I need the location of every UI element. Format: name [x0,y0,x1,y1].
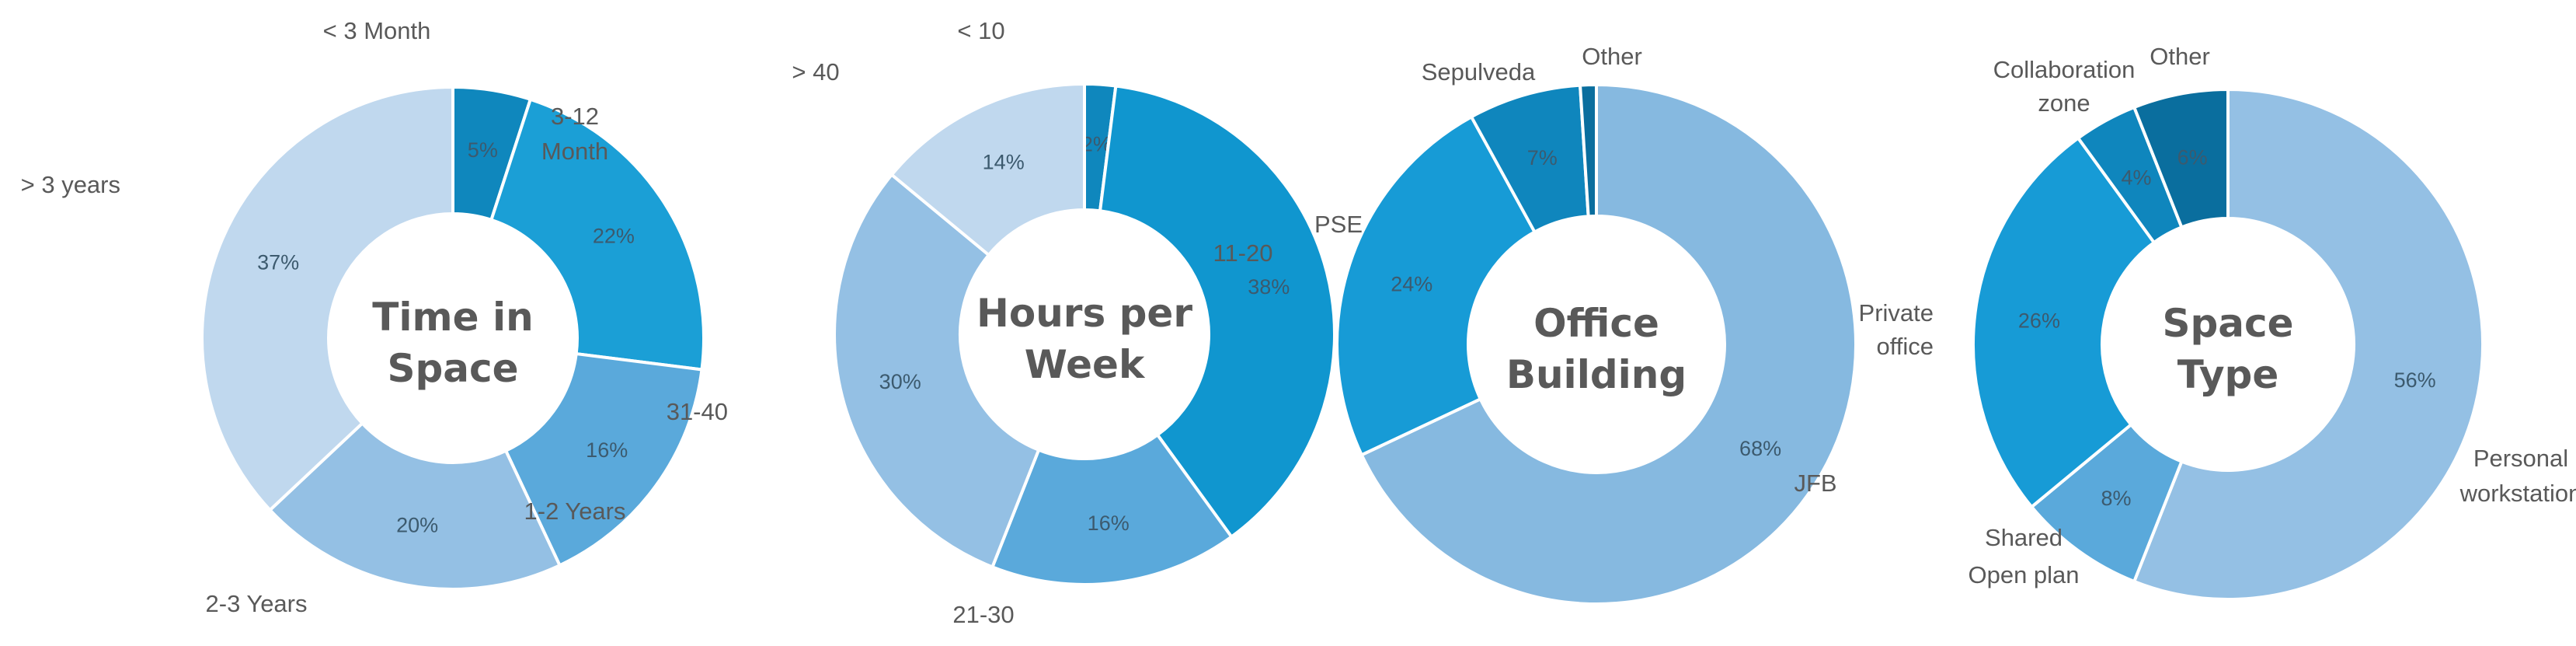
data-label-3-12-month: 22% [593,225,635,248]
center-title: Hours per [976,291,1192,336]
category-label-10: < 10 [957,17,1004,44]
data-label-2-3-years: 20% [396,514,438,537]
slice-11-20 [1098,84,1336,539]
data-label-collaboration-zone: 4% [2121,166,2151,189]
category-label-private-office: Private [1859,299,1934,326]
slice-3-years [200,85,454,512]
data-label-other: 6% [2177,145,2208,169]
category-label-40: > 40 [792,58,839,86]
category-label-collaboration-zone: Collaboration [1993,56,2136,83]
category-label-jfb: JFB [1794,470,1836,497]
center-title: Week [1025,342,1146,387]
slice-private-office [1972,135,2157,509]
category-label-3-month: < 3 Month [323,17,431,44]
data-label-jfb: 68% [1739,437,1781,460]
category-label-sepulveda: Sepulveda [1422,58,1536,86]
category-label-11-20: 11-20 [1213,239,1273,267]
category-label-21-30: 21-30 [952,601,1014,628]
category-label-collaboration-zone: zone [2038,89,2090,117]
category-label-shared-open-plan: Open plan [1968,561,2079,588]
center-title: Space [387,346,518,391]
center-title: Type [2177,352,2278,397]
data-label-3-month: 5% [468,138,498,162]
slice-3-12-month [489,97,705,372]
center-title: Space [2162,301,2293,346]
slice-2-3-years [267,421,562,591]
data-label-personal-workstation: 56% [2394,368,2436,392]
donut-space-type: 56% 8% 26% 4% 6% Personal workstation Shared Ope… [1859,43,2576,601]
data-label-31-40: 30% [879,370,921,393]
category-label-personal-workstation: workstation [2459,480,2576,507]
slice-other [1578,82,1598,218]
data-label-1-2-years: 16% [586,438,628,462]
data-label-21-30: 16% [1088,512,1130,535]
category-label-other: Other [1582,43,1642,70]
slice-21-30 [990,432,1234,586]
category-label-31-40: 31-40 [667,398,728,425]
data-label-private-office: 26% [2018,309,2060,332]
category-label-shared-open-plan: Shared [1985,524,2063,551]
data-label-sepulveda: 7% [1527,146,1558,169]
donut-office-building: 68% 24% 7% JFB PSE Sepulveda Other Office Buildi… [1314,43,1857,606]
category-label-pse: PSE [1314,211,1363,238]
slice-40 [889,82,1086,257]
donut-time-in-space: 5% 22% 16% 20% 37% < 3 Month 3-12 Month 1-2 Year… [21,17,705,617]
slice-31-40 [832,172,1041,569]
data-label-pse: 24% [1391,273,1432,296]
slice-other [2132,87,2230,229]
data-label-shared-open-plan: 8% [2101,487,2131,510]
data-label-3-years: 37% [257,251,299,274]
center-title: Time in [372,295,533,340]
slice-1-2-years [503,351,704,567]
category-label-personal-workstation: Personal [2473,445,2568,472]
data-label-40: 14% [983,150,1025,173]
slice-pse [1335,114,1537,457]
center-title: Office [1533,301,1659,346]
category-label-3-12-month: 3-12 [551,103,599,130]
slice-personal-workstation [2132,87,2484,601]
category-label-3-12-month: Month [541,138,608,165]
category-label-2-3-years: 2-3 Years [206,590,308,617]
data-label-11-20: 38% [1248,275,1290,299]
category-label-1-2-years: 1-2 Years [524,498,626,525]
center-title: Building [1506,352,1687,397]
category-label-other: Other [2150,43,2210,70]
slice-jfb [1359,82,1857,606]
category-label-3-years: > 3 years [21,171,120,198]
category-label-private-office: office [1876,333,1934,360]
